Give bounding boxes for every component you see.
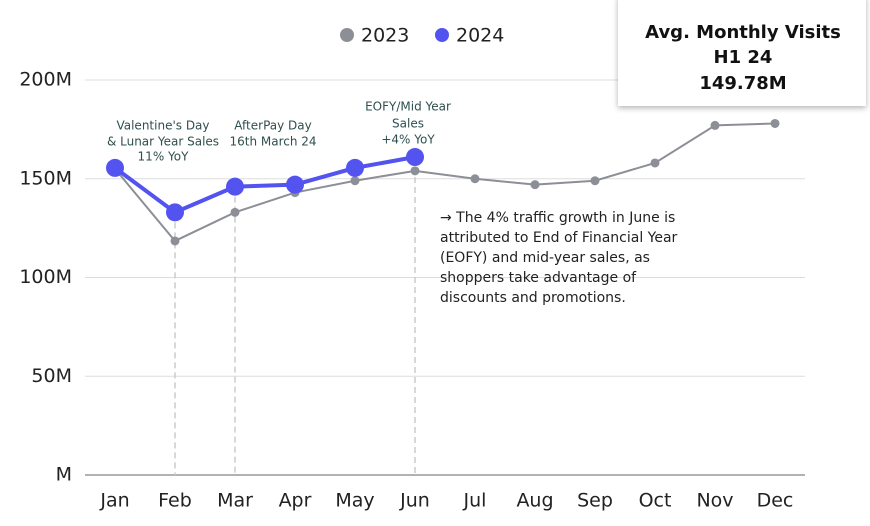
legend-swatch (435, 28, 449, 42)
info-value: 149.78M (699, 73, 786, 94)
annotation: 16th March 24 (229, 135, 316, 149)
note-line: (EOFY) and mid-year sales, as (440, 250, 650, 266)
point (286, 175, 304, 194)
point (770, 118, 780, 128)
info-box (618, 0, 866, 106)
guides (174, 157, 416, 475)
y-tick-label: 100M (19, 266, 72, 288)
labels: M 50M 100M 150M 200M Jan Feb Mar Apr May Jun Jul Aug… (19, 25, 793, 512)
annotation: & Lunar Year Sales (107, 135, 219, 149)
info-title: Avg. Monthly Visits (645, 22, 841, 43)
point (350, 176, 360, 186)
legend-label: 2024 (456, 25, 504, 47)
annotation: +4% YoY (381, 133, 435, 147)
x-tick-label: Sep (577, 490, 613, 512)
x-tick-label: Oct (639, 490, 672, 512)
note-line: attributed to End of Financial Year (440, 230, 678, 246)
annotation: AfterPay Day (234, 119, 311, 133)
note-line: → The 4% traffic growth in June is (440, 210, 675, 226)
x-tick-label: Jul (463, 490, 487, 512)
point (470, 174, 480, 184)
note-line: discounts and promotions. (440, 290, 626, 306)
point (106, 158, 124, 177)
point (166, 203, 184, 222)
y-tick-label: M (56, 464, 72, 486)
point (530, 180, 540, 190)
series-line (113, 155, 416, 215)
point (650, 158, 660, 168)
x-tick-label: Jan (99, 490, 129, 512)
series-line (114, 122, 776, 243)
point (710, 120, 720, 130)
point (346, 158, 364, 177)
x-tick-label: May (335, 490, 374, 512)
x-tick-label: Jun (399, 490, 430, 512)
y-tick-label: 50M (31, 365, 72, 387)
x-tick-label: Nov (696, 490, 733, 512)
x-tick-label: Apr (279, 490, 312, 512)
point (406, 148, 424, 167)
x-tick-label: Mar (217, 490, 253, 512)
legend-label: 2023 (361, 25, 409, 47)
legend-swatch (340, 28, 354, 42)
x-tick-label: Aug (516, 490, 553, 512)
x-tick-label: Feb (158, 490, 192, 512)
x-tick-label: Dec (757, 490, 794, 512)
annotation: Valentine's Day (116, 119, 209, 133)
annotation: EOFY/Mid Year (365, 100, 451, 114)
y-tick-label: 200M (19, 69, 72, 91)
annotation: Sales (392, 117, 424, 131)
annotation: 11% YoY (138, 150, 190, 164)
y-tick-label: 150M (19, 167, 72, 189)
point (170, 236, 180, 246)
marks (106, 118, 780, 246)
point (590, 176, 600, 186)
point (410, 166, 420, 176)
note-line: shoppers take advantage of (440, 270, 637, 286)
grid (85, 79, 805, 476)
info-period: H1 24 (714, 47, 773, 68)
point (226, 177, 244, 196)
point (230, 207, 240, 217)
